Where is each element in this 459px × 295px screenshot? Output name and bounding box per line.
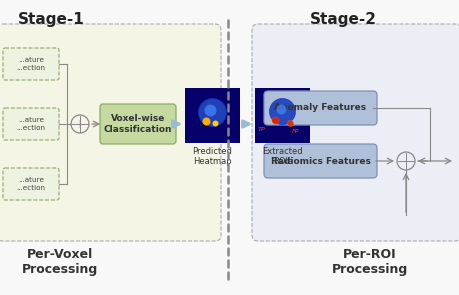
- Text: Radiomics Features: Radiomics Features: [270, 157, 369, 165]
- Bar: [254, 88, 309, 143]
- Text: Per-ROI
Processing: Per-ROI Processing: [331, 248, 407, 276]
- Text: ...ature
...ection: ...ature ...ection: [17, 57, 45, 71]
- Circle shape: [204, 104, 216, 117]
- Text: Extracted
ROIs: Extracted ROIs: [262, 147, 302, 166]
- Circle shape: [269, 99, 295, 124]
- FancyBboxPatch shape: [3, 168, 59, 200]
- FancyBboxPatch shape: [3, 48, 59, 80]
- Circle shape: [276, 104, 286, 114]
- Text: ...ature
...ection: ...ature ...ection: [17, 117, 45, 131]
- Text: Stage-1: Stage-1: [18, 12, 84, 27]
- Text: Stage-2: Stage-2: [309, 12, 376, 27]
- FancyBboxPatch shape: [0, 24, 220, 241]
- Text: Per-Voxel
Processing: Per-Voxel Processing: [22, 248, 98, 276]
- Text: ...ature
...ection: ...ature ...ection: [17, 177, 45, 191]
- Text: Anomaly Features: Anomaly Features: [274, 104, 366, 112]
- Circle shape: [271, 117, 279, 124]
- Text: +: +: [74, 117, 85, 130]
- FancyBboxPatch shape: [263, 91, 376, 125]
- Circle shape: [202, 117, 210, 125]
- Circle shape: [212, 120, 218, 127]
- FancyBboxPatch shape: [3, 108, 59, 140]
- Text: FP: FP: [291, 129, 299, 134]
- Text: TP: TP: [257, 127, 265, 132]
- FancyBboxPatch shape: [100, 104, 176, 144]
- Bar: [185, 88, 240, 143]
- Circle shape: [198, 99, 226, 127]
- FancyBboxPatch shape: [252, 24, 459, 241]
- Text: Predicted
Heatmap: Predicted Heatmap: [192, 147, 232, 166]
- Text: Voxel-wise
Classification: Voxel-wise Classification: [104, 114, 172, 134]
- Circle shape: [287, 120, 293, 127]
- FancyBboxPatch shape: [263, 144, 376, 178]
